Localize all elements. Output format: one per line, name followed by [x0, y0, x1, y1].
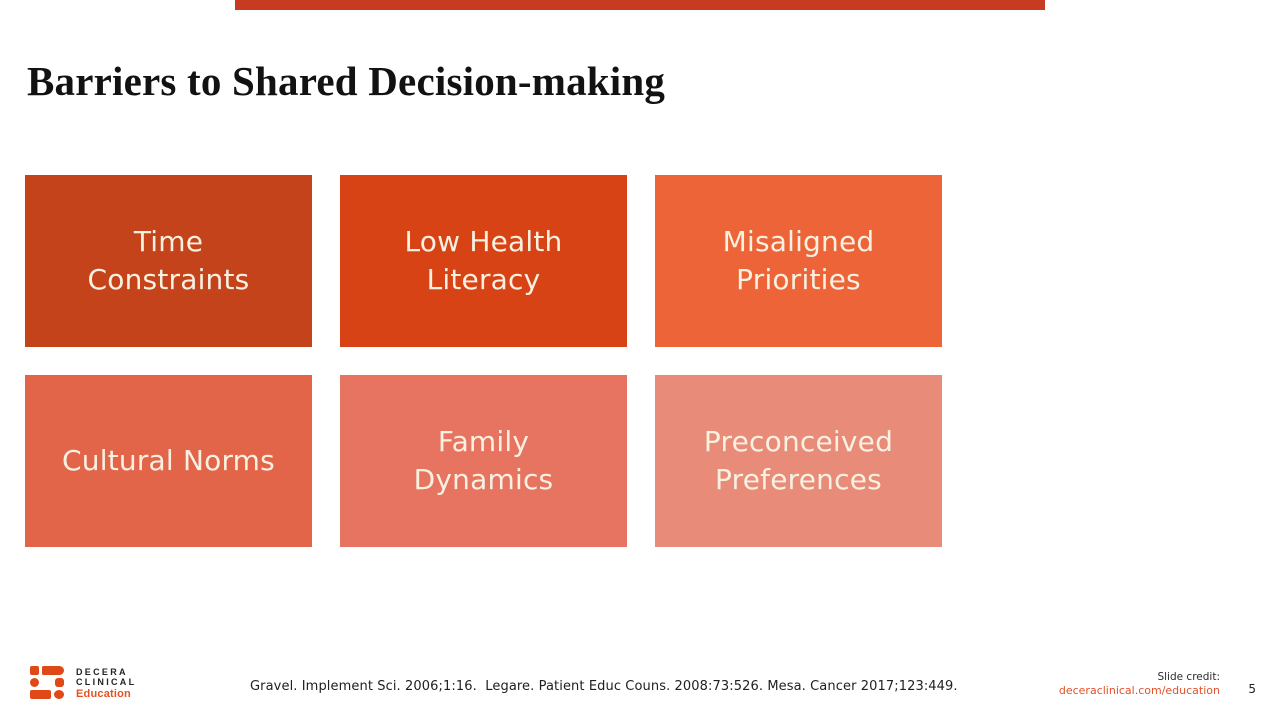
logo-name-line2: CLINICAL [76, 676, 137, 687]
barriers-grid: Time Constraints Low Health Literacy Misal… [25, 175, 942, 547]
slide-credit-link[interactable]: deceraclinical.com/education [1058, 684, 1220, 697]
decera-blocks-icon [30, 666, 64, 699]
barrier-box-misaligned-priorities: Misaligned Priorities [655, 175, 942, 347]
logo-name-line1: DECERA [76, 667, 128, 677]
page-title: Barriers to Shared Decision-making [27, 58, 666, 104]
top-accent-bar [235, 0, 1045, 10]
barrier-box-preconceived-preferences: Preconceived Preferences [655, 375, 942, 547]
logo-text: DECERA CLINICAL Education [76, 666, 136, 700]
barrier-box-time-constraints: Time Constraints [25, 175, 312, 347]
barrier-box-family-dynamics: Family Dynamics [340, 375, 627, 547]
slide-credit-block: Slide credit: deceraclinical.com/educati… [1059, 671, 1220, 698]
barrier-box-low-health-literacy: Low Health Literacy [340, 175, 627, 347]
barrier-box-cultural-norms: Cultural Norms [25, 375, 312, 547]
slide-credit-label: Slide credit: [1157, 671, 1220, 683]
logo-subbrand: Education [76, 688, 131, 700]
citation-text: Gravel. Implement Sci. 2006;1:16. Legare… [250, 679, 958, 694]
page-number: 5 [1248, 682, 1256, 696]
decera-clinical-logo: DECERA CLINICAL Education [30, 666, 136, 700]
